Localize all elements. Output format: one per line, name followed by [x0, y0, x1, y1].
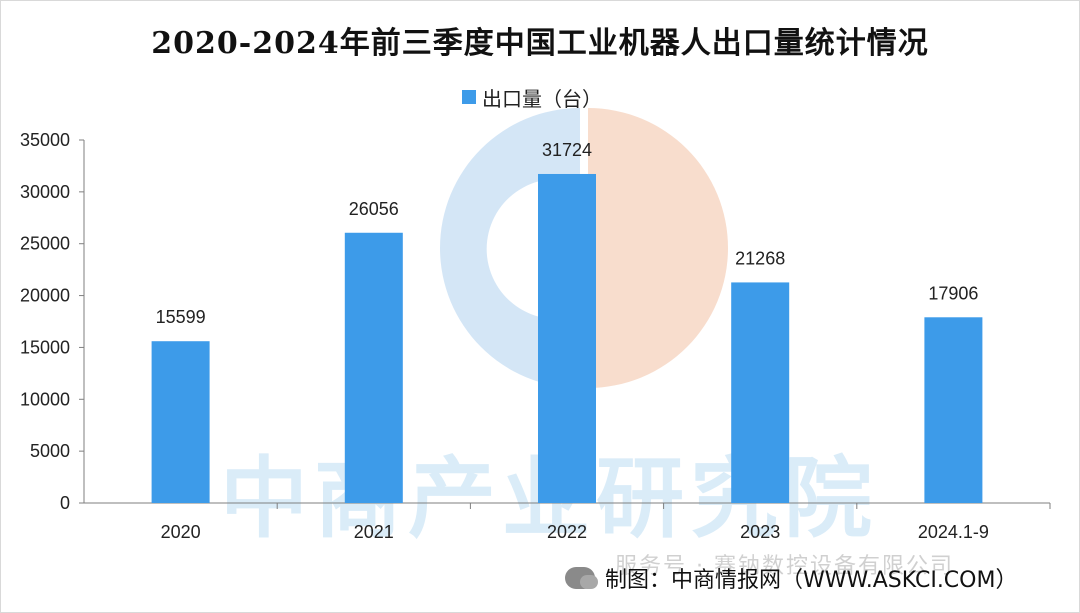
y-tick-label: 10000 — [20, 389, 70, 409]
x-tick-label: 2022 — [547, 522, 587, 542]
bar-2020 — [151, 341, 210, 503]
x-tick-label: 2021 — [354, 522, 394, 542]
x-tick-label: 2020 — [161, 522, 201, 542]
legend-swatch — [462, 90, 476, 104]
bar-2024.1-9 — [924, 317, 983, 503]
chart-title: 2020-2024年前三季度中国工业机器人出口量统计情况 — [151, 26, 929, 61]
data-label: 26056 — [349, 199, 399, 219]
legend: 出口量（台） — [462, 83, 602, 111]
legend-label: 出口量（台） — [482, 86, 602, 111]
wechat-icon — [565, 567, 598, 589]
y-tick-label: 20000 — [20, 286, 70, 306]
data-label: 15599 — [156, 307, 206, 327]
bars — [151, 173, 983, 503]
y-tick-label: 25000 — [20, 234, 70, 254]
x-tick-label: 2023 — [740, 522, 780, 542]
source-text: 制图：中商情报网（WWW.ASKCI.COM） — [605, 568, 1018, 593]
y-tick-label: 0 — [60, 493, 70, 513]
data-label: 31724 — [542, 140, 592, 160]
y-tick-label: 15000 — [20, 337, 70, 357]
data-label: 21268 — [735, 248, 785, 268]
y-tick-label: 30000 — [20, 182, 70, 202]
bar-2023 — [731, 282, 790, 503]
bar-2021 — [344, 232, 403, 503]
bar-2022 — [538, 173, 596, 503]
data-label: 17906 — [928, 283, 978, 303]
overlay-text: 服务号 · 赛钠数控设备有限公司 — [615, 554, 954, 579]
y-tick-label: 35000 — [20, 130, 70, 150]
y-tick-label: 5000 — [30, 441, 70, 461]
y-tick-labels: 0 5000 10000 15000 20000 25000 30000 35000 — [20, 130, 84, 513]
x-tick-label: 2024.1-9 — [918, 522, 989, 542]
source-footer: 制图：中商情报网（WWW.ASKCI.COM） — [565, 558, 1017, 598]
data-labels: 15599 26056 31724 21268 17906 — [156, 140, 979, 327]
x-tick-labels: 2020 2021 2022 2023 2024.1-9 — [161, 503, 1051, 542]
